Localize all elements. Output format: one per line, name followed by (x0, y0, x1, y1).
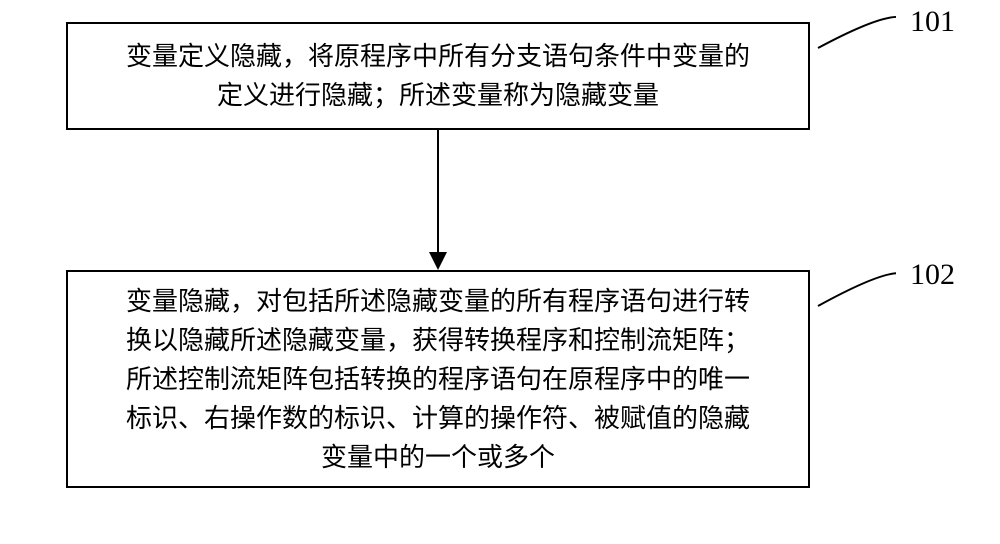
diagram-canvas: 变量定义隐藏，将原程序中所有分支语句条件中变量的 定义进行隐藏；所述变量称为隐藏… (0, 0, 1000, 544)
step-number-101: 101 (910, 5, 955, 39)
step-number-102: 102 (910, 258, 955, 292)
flow-arrow (0, 0, 1000, 544)
